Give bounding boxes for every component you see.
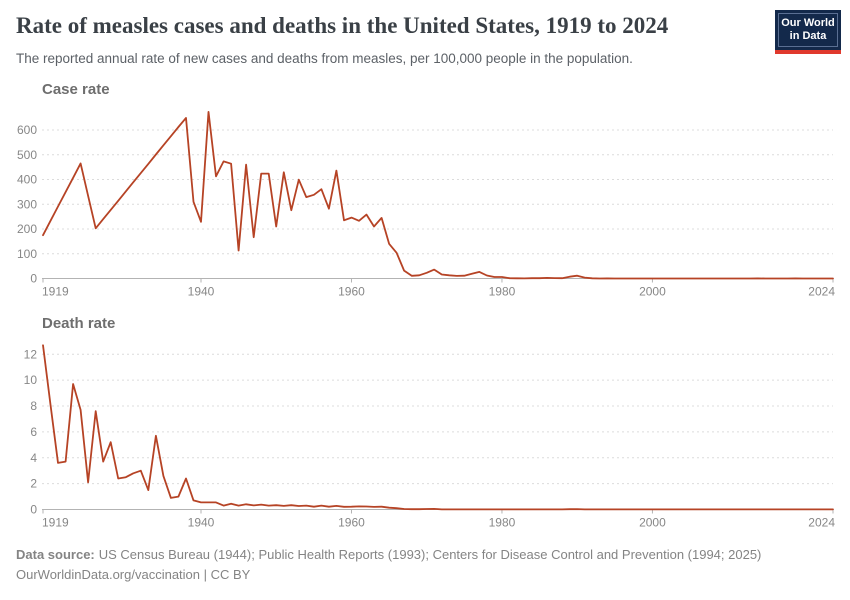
data-series-line (42, 344, 834, 511)
x-tick-label: 2000 (639, 516, 666, 530)
y-tick-label: 8 (30, 399, 37, 413)
case-rate-line-chart[interactable]: 0 100 200 300 400 500 600 1919 1940 1960 1980 2000 2… (0, 76, 850, 306)
y-tick-label: 400 (17, 173, 37, 187)
y-tick-label: 10 (24, 373, 38, 387)
x-tick-label: 1940 (188, 516, 215, 530)
y-tick-label: 12 (24, 347, 38, 361)
data-source-label: Data source: (16, 547, 95, 562)
x-tick-label: 1980 (489, 516, 516, 530)
chart-subtitle: The reported annual rate of new cases an… (16, 51, 633, 66)
x-tick-label: 2024 (808, 516, 835, 530)
owid-logo-line2: in Data (789, 30, 827, 42)
x-tick-label: 1960 (338, 516, 365, 530)
y-tick-label: 600 (17, 123, 37, 137)
x-tick-label: 1960 (338, 285, 365, 299)
y-tick-label: 100 (17, 247, 37, 261)
owid-logo[interactable]: Our World in Data (775, 10, 841, 54)
y-tick-label: 0 (30, 503, 37, 517)
y-tick-label: 4 (30, 451, 37, 465)
y-tick-label: 2 (30, 477, 37, 491)
page-title: Rate of measles cases and deaths in the … (16, 13, 669, 38)
x-tick-label: 2024 (808, 285, 835, 299)
facet-title-death-rate: Death rate (42, 315, 116, 332)
x-tick-label: 1919 (42, 516, 69, 530)
death-rate-line-chart[interactable]: 0 2 4 6 8 10 12 1919 1940 1960 1980 2000 2024 (0, 307, 850, 537)
owid-logo-line1: Our World (781, 17, 835, 29)
y-tick-label: 0 (30, 272, 37, 286)
attribution-link[interactable]: OurWorldinData.org/vaccination | CC BY (16, 567, 251, 582)
data-source-note: Data source: US Census Bureau (1944); Pub… (16, 547, 836, 562)
facet-title-case-rate: Case rate (42, 81, 110, 98)
x-tick-label: 1919 (42, 285, 69, 299)
y-tick-label: 300 (17, 197, 37, 211)
x-tick-label: 2000 (639, 285, 666, 299)
y-tick-label: 6 (30, 425, 37, 439)
data-source-text: US Census Bureau (1944); Public Health R… (98, 547, 762, 562)
owid-logo-frame: Our World in Data (778, 13, 838, 47)
y-tick-label: 200 (17, 222, 37, 236)
x-tick-label: 1980 (489, 285, 516, 299)
y-tick-label: 500 (17, 148, 37, 162)
data-series-line (42, 111, 834, 280)
x-tick-label: 1940 (188, 285, 215, 299)
